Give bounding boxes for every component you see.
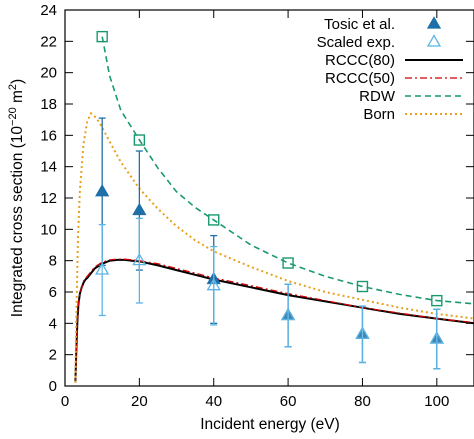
legend-swatch-scaled-exp	[426, 34, 442, 47]
scaled-exp-marker-3	[280, 307, 296, 321]
tosic-et-al-marker-1	[132, 202, 147, 216]
y-tick-label-9: 18	[40, 96, 57, 113]
x-tick-label-1: 20	[131, 393, 148, 410]
x-tick-label-0: 0	[61, 393, 69, 410]
y-tick-label-5: 10	[40, 221, 57, 238]
legend-label-rccc-50: RCCC(50)	[325, 70, 395, 87]
y-tick-label-0: 0	[49, 378, 57, 395]
y-tick-label-4: 8	[49, 253, 57, 270]
scaled-exp-marker-1	[132, 252, 147, 266]
rdw-square-marker-0	[96, 30, 108, 43]
rdw-square-marker-5	[431, 294, 443, 307]
series-rccc-80-line	[74, 258, 474, 382]
y-axis-title-unit-exponent: 2	[7, 84, 19, 90]
series-born-line	[74, 111, 474, 383]
y-tick-label-6: 12	[40, 190, 57, 207]
rdw-square-marker-1	[133, 134, 146, 146]
y-tick-label-12: 24	[40, 2, 57, 19]
rdw-square-marker-3	[282, 257, 294, 269]
y-tick-label-11: 22	[40, 33, 57, 50]
rdw-square-marker-4	[356, 280, 369, 293]
y-tick-label-7: 14	[40, 159, 57, 176]
legend-label-rdw: RDW	[359, 88, 396, 105]
y-tick-label-8: 16	[40, 127, 57, 144]
legend: Tosic et al.Scaled exp.RCCC(80)RCCC(50)R…	[317, 16, 463, 123]
x-tick-label-4: 80	[354, 393, 371, 410]
legend-label-scaled-exp: Scaled exp.	[317, 34, 395, 51]
x-tick-label-3: 60	[280, 393, 297, 410]
y-tick-label-3: 6	[49, 284, 57, 301]
rdw-square-marker-2	[208, 214, 220, 226]
y-tick-label-10: 20	[40, 65, 57, 82]
y-axis-title-exponent: −20	[7, 107, 19, 126]
legend-label-born: Born	[363, 106, 395, 123]
series-rdw-line	[101, 36, 474, 305]
x-tick-label-5: 100	[424, 393, 449, 410]
tosic-et-al-marker-0	[95, 183, 110, 197]
x-tick-label-2: 40	[205, 393, 222, 410]
legend-label-rccc-80: RCCC(80)	[325, 52, 395, 69]
y-tick-label-1: 2	[49, 347, 57, 364]
scaled-exp-marker-0	[95, 262, 110, 275]
y-tick-label-2: 4	[49, 315, 57, 332]
scaled-exp-marker-4	[355, 326, 370, 339]
y-axis-title-prefix: Integrated cross section (10	[9, 126, 26, 318]
curves	[74, 36, 474, 383]
legend-swatch-tosic-et-al	[426, 16, 442, 29]
legend-label-tosic-et-al: Tosic et al.	[324, 16, 395, 33]
scaled-exp-marker-5	[429, 331, 444, 344]
scaled-exp-marker-2	[206, 277, 221, 291]
x-axis-title: Incident energy (eV)	[200, 416, 340, 433]
y-axis-title-suffix: )	[9, 79, 26, 84]
data-points	[95, 30, 444, 370]
series-rccc-50-line	[74, 258, 474, 382]
y-axis-title-unit: m	[9, 90, 26, 107]
y-axis-title: Integrated cross section (10−20 m2)	[7, 79, 26, 317]
plot-frame	[64, 9, 474, 387]
